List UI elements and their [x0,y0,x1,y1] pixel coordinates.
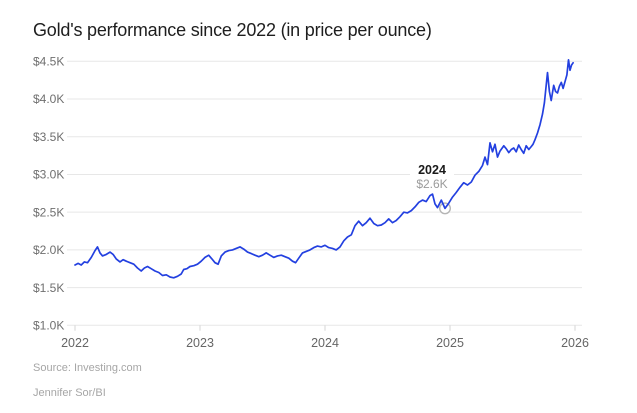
annotation-end-of-2024: 2024 $2.6K [410,164,454,191]
x-axis-label: 2023 [186,336,214,350]
x-axis-label: 2026 [561,336,589,350]
x-axis-label: 2025 [436,336,464,350]
y-axis-label: $3.0K [33,168,64,182]
source-credit: Source: Investing.com [33,362,142,374]
y-axis-label: $2.0K [33,243,64,257]
x-axis-label: 2024 [311,336,339,350]
annotation-year-label: 2024 [418,163,446,177]
chart-title: Gold's performance since 2022 (in price … [33,20,432,40]
gold-price-line [74,58,574,279]
y-axis-label: $1.0K [33,319,64,333]
y-axis-label: $1.5K [33,281,64,295]
author-credit: Jennifer Sor/BI [33,387,106,399]
y-axis-label: $3.5K [33,130,64,144]
annotation-value-label: $2.6K [416,177,448,191]
x-axis-label: 2022 [61,336,89,350]
y-axis-label: $2.5K [33,205,64,219]
y-axis-label: $4.0K [33,92,64,106]
y-axis-label: $4.5K [33,54,64,68]
